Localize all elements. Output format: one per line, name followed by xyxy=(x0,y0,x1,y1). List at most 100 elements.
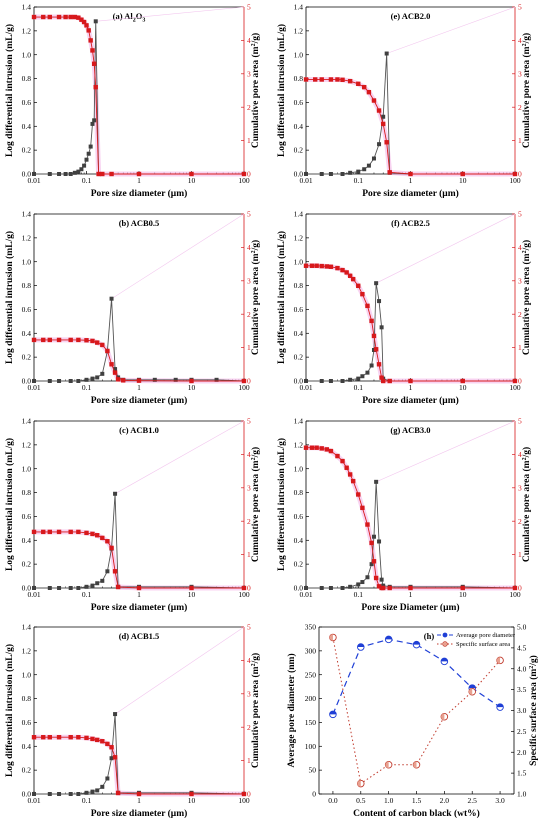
intrusion-point xyxy=(113,491,118,496)
area-point xyxy=(112,569,118,574)
y2-axis-title-text: Cumulative pore area (m xyxy=(521,253,532,355)
y-tick-label: 1.0 xyxy=(22,257,32,266)
area-point xyxy=(384,140,389,145)
y2-tick-label: 2 xyxy=(518,310,522,319)
avg-pore-point-fill xyxy=(385,636,392,640)
y2-tick-label: 2 xyxy=(518,103,522,112)
y-tick-label: 0.6 xyxy=(22,718,32,727)
area-line xyxy=(306,447,515,589)
surface-area-point-fill xyxy=(468,688,473,696)
y-tick-label: 150 xyxy=(305,718,317,727)
area-line xyxy=(34,339,244,382)
y-tick-label: 0.8 xyxy=(22,281,32,290)
y-tick-label: 0.0 xyxy=(22,790,32,799)
intrusion-point xyxy=(57,172,62,176)
y2-tick-label: 4 xyxy=(247,450,251,459)
intrusion-point xyxy=(68,792,73,796)
chart-panel-0: 0.01 0.1 1 10 100 0.0 0.2 0.4 0.6 0.8 1.0 1.2 1.4 0 1 2… xyxy=(4,3,261,199)
x-axis-title: Pore size Diameter (μm) xyxy=(361,602,459,613)
area-point xyxy=(365,303,370,309)
surface-area-point-fill xyxy=(496,657,501,664)
x-tick-label: 10 xyxy=(188,590,196,599)
intrusion-point xyxy=(82,163,87,168)
y2-axis-title-text: Cumulative pore area (m xyxy=(250,460,261,562)
intrusion-point xyxy=(76,586,81,590)
area-point xyxy=(408,378,413,384)
intrusion-point xyxy=(371,156,376,161)
y-axis-title: Log differential intrusion (mL/g) xyxy=(276,24,287,157)
intrusion-point xyxy=(369,363,374,368)
y-tick-label: 0.4 xyxy=(294,536,304,545)
y2-axis-title: Cumulative pore area (m2/g) xyxy=(521,447,532,562)
area-point xyxy=(313,77,318,82)
intrusion-point xyxy=(79,167,84,172)
area-point xyxy=(84,338,89,343)
area-point xyxy=(31,529,37,535)
x-axis-title: Pore size diameter (μm) xyxy=(91,602,188,613)
area-point xyxy=(47,14,53,20)
panel-title-sub: 3 xyxy=(142,18,145,24)
intrusion-point xyxy=(369,562,374,567)
y2-axis-title-end: /g) xyxy=(521,447,532,459)
intrusion-point xyxy=(340,379,345,383)
area-point xyxy=(362,84,367,90)
y2-axis-title-sup: 2 xyxy=(522,250,528,253)
y-tick-label: 0.6 xyxy=(22,512,32,521)
y2-axis-title: Cumulative pore area (m2/g) xyxy=(250,240,261,355)
area-point xyxy=(31,14,37,20)
area-point xyxy=(360,291,365,297)
avg-pore-point-fill xyxy=(441,658,448,662)
x-tick-label: 100 xyxy=(238,383,250,392)
y2-tick-label: 4 xyxy=(518,450,522,459)
area-point xyxy=(56,337,62,343)
area-point xyxy=(115,790,121,796)
chart-panel-5: 0.01 0.1 1 10 100 0.0 0.2 0.4 0.6 0.8 1.0 1.2 1.4 0 1 2… xyxy=(276,210,532,406)
y2-axis-title-end: /g) xyxy=(250,653,261,665)
intrusion-point xyxy=(340,172,345,176)
y-tick-label: 0.8 xyxy=(22,74,32,83)
y-tick-label: 0.2 xyxy=(294,146,304,155)
area-point xyxy=(369,540,374,546)
intrusion-point xyxy=(32,379,36,383)
y2-axis-title-end: /g) xyxy=(521,240,532,252)
guide-line xyxy=(386,6,516,54)
avg-pore-point-fill xyxy=(468,684,476,689)
area-point xyxy=(350,478,356,484)
panel-title: (a) Al2O3 xyxy=(113,11,146,24)
y-tick-label: 0.0 xyxy=(294,377,304,386)
panel-title: (d) ACB1.5 xyxy=(119,631,160,641)
area-point xyxy=(90,338,95,344)
x-axis-title: Pore size diameter (μm) xyxy=(362,395,459,406)
intrusion-point xyxy=(113,712,118,717)
area-point xyxy=(100,171,105,177)
y2-tick-label: 4 xyxy=(518,36,522,45)
intrusion-point xyxy=(95,375,100,380)
x-tick-label: 100 xyxy=(509,590,521,599)
y2-tick-label: 1.0 xyxy=(517,790,527,799)
y-tick-label: 1.4 xyxy=(22,3,32,12)
y-tick-label: 1.2 xyxy=(22,440,32,449)
area-line xyxy=(34,16,244,175)
area-point xyxy=(241,378,247,384)
y2-tick-label: 2 xyxy=(247,310,251,319)
y-tick-label: 0.2 xyxy=(22,766,32,775)
area-point xyxy=(95,340,100,345)
y-tick-label: 350 xyxy=(305,623,317,632)
avg-pore-point-fill xyxy=(329,711,337,715)
area-point xyxy=(41,14,46,20)
area-point xyxy=(371,333,377,339)
area-point xyxy=(41,337,46,343)
legend: Average pore diameter Specific surface ar… xyxy=(437,632,516,648)
y-tick-label: 0.0 xyxy=(22,377,32,386)
y2-tick-label: 3 xyxy=(247,483,251,492)
y2-tick-label: 0 xyxy=(518,170,522,179)
surface-area-point-fill xyxy=(413,761,417,769)
area-point xyxy=(189,378,194,384)
intrusion-point xyxy=(90,121,95,126)
y-tick-label: 1.2 xyxy=(294,26,304,35)
intrusion-point xyxy=(109,296,114,301)
area-point xyxy=(105,539,110,544)
x-tick-label: 100 xyxy=(238,796,250,805)
x-tick-label: 1 xyxy=(409,590,413,599)
area-point xyxy=(340,77,345,83)
